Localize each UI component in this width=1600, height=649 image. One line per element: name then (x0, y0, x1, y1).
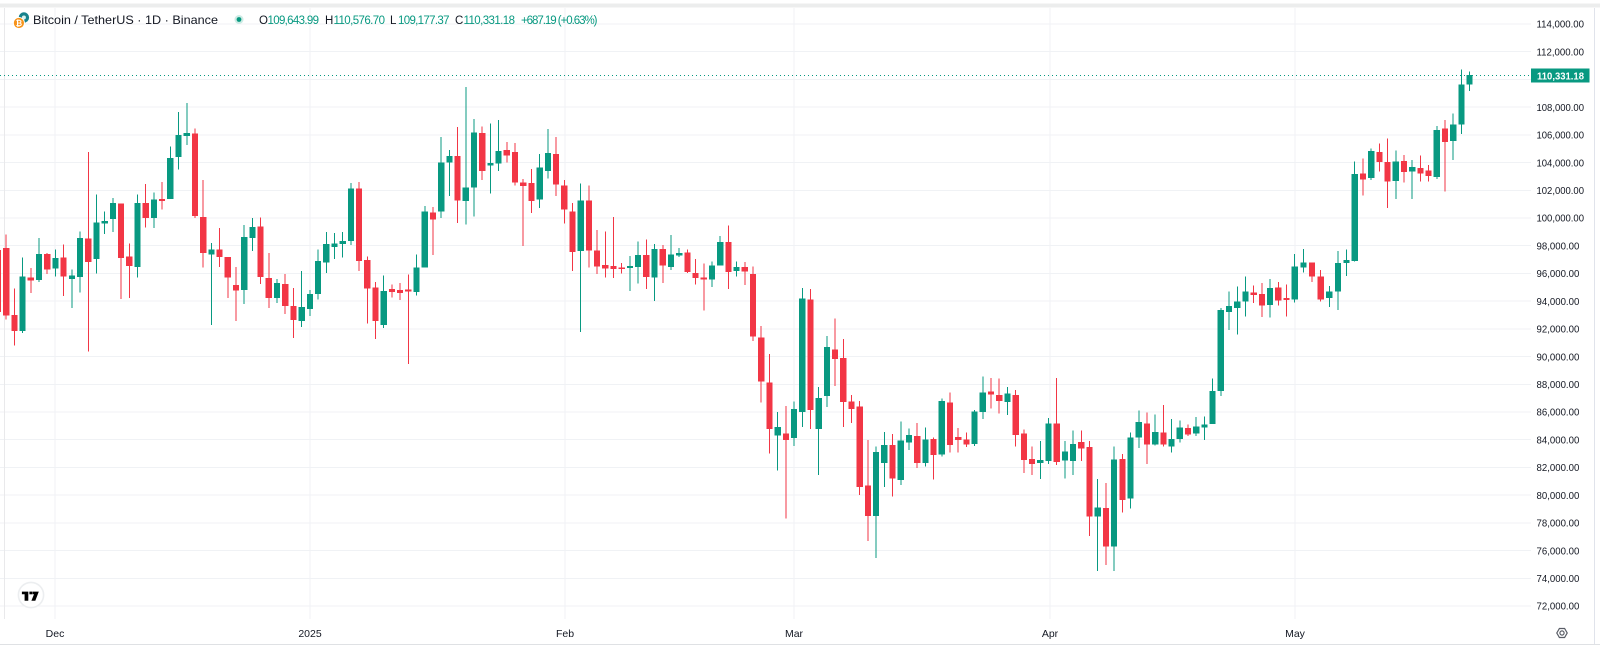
svg-text:109,643.99: 109,643.99 (268, 15, 320, 27)
svg-text:L: L (390, 15, 397, 27)
svg-text:82,000.00: 82,000.00 (1537, 462, 1580, 474)
svg-text:78,000.00: 78,000.00 (1537, 518, 1580, 530)
svg-text:C: C (455, 15, 463, 27)
svg-text:98,000.00: 98,000.00 (1537, 240, 1580, 252)
svg-text:90,000.00: 90,000.00 (1537, 351, 1580, 363)
svg-text:76,000.00: 76,000.00 (1537, 545, 1580, 557)
svg-text:100,000.00: 100,000.00 (1537, 213, 1585, 225)
svg-text:2025: 2025 (298, 628, 322, 640)
svg-text:Bitcoin / TetherUS · 1D · Bina: Bitcoin / TetherUS · 1D · Binance (33, 13, 218, 27)
svg-text:86,000.00: 86,000.00 (1537, 407, 1580, 419)
svg-text:May: May (1285, 628, 1306, 640)
svg-text:96,000.00: 96,000.00 (1537, 268, 1580, 280)
svg-text:88,000.00: 88,000.00 (1537, 379, 1580, 391)
svg-text:72,000.00: 72,000.00 (1537, 601, 1580, 613)
svg-text:Mar: Mar (785, 628, 804, 640)
svg-text:112,000.00: 112,000.00 (1537, 46, 1585, 58)
svg-text:106,000.00: 106,000.00 (1537, 130, 1585, 142)
svg-text:92,000.00: 92,000.00 (1537, 324, 1580, 336)
svg-text:114,000.00: 114,000.00 (1537, 19, 1585, 31)
svg-text:108,000.00: 108,000.00 (1537, 102, 1585, 114)
svg-text:80,000.00: 80,000.00 (1537, 490, 1580, 502)
svg-text:+687.19 (+0.63%): +687.19 (+0.63%) (521, 15, 598, 27)
svg-text:O: O (259, 15, 268, 27)
svg-text:H: H (325, 15, 333, 27)
svg-text:84,000.00: 84,000.00 (1537, 434, 1580, 446)
svg-text:74,000.00: 74,000.00 (1537, 573, 1580, 585)
svg-text:Apr: Apr (1042, 628, 1059, 640)
svg-text:109,177.37: 109,177.37 (398, 15, 450, 27)
svg-text:110,331.18: 110,331.18 (1537, 71, 1584, 83)
svg-text:102,000.00: 102,000.00 (1537, 185, 1585, 197)
svg-text:94,000.00: 94,000.00 (1537, 296, 1580, 308)
svg-text:Feb: Feb (556, 628, 574, 640)
svg-text:₿: ₿ (16, 19, 22, 28)
svg-text:Dec: Dec (46, 628, 65, 640)
svg-text:104,000.00: 104,000.00 (1537, 157, 1585, 169)
svg-text:110,331.18: 110,331.18 (464, 15, 516, 27)
svg-text:110,576.70: 110,576.70 (334, 15, 386, 27)
